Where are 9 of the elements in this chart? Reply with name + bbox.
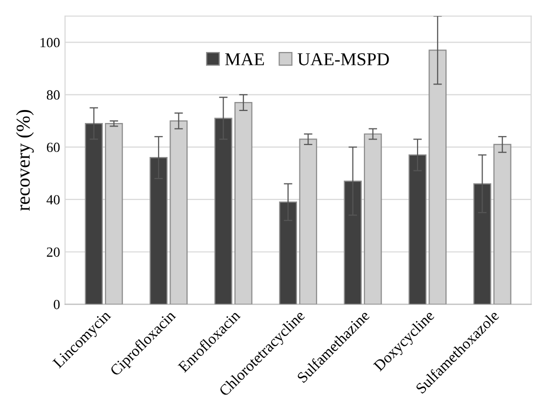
y-tick-label: 0 [54, 300, 60, 310]
legend-label: UAE-MSPD [298, 53, 389, 66]
y-tick-label: 40 [46, 195, 60, 204]
y-axis-title: recovery (%) [16, 110, 34, 211]
y-tick-label: 100 [40, 38, 60, 48]
legend-label: MAE [225, 53, 264, 66]
y-tick-label: 80 [46, 90, 60, 100]
y-tick-label: 60 [46, 142, 60, 152]
y-tick-label: 20 [46, 247, 60, 257]
